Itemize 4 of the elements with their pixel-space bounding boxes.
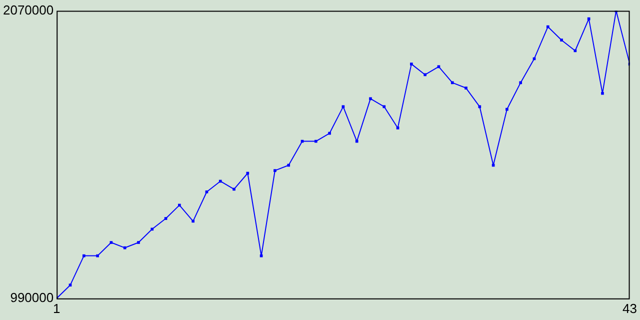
x-tick-label: 43: [622, 300, 638, 316]
y-tick-label: 2070000: [2, 2, 54, 18]
y-tick-label: 990000: [10, 290, 54, 305]
x-tick-label: 1: [52, 300, 60, 316]
